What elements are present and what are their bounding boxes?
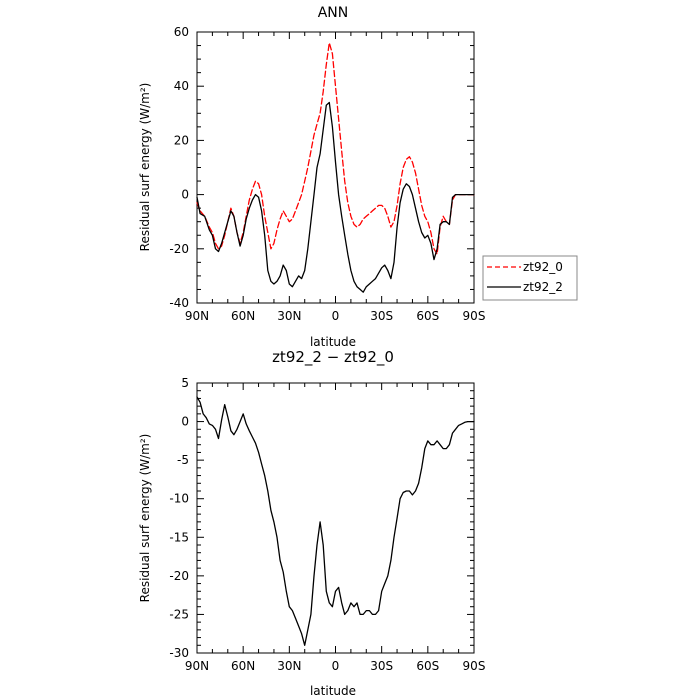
x-tick-label: 60S	[416, 659, 439, 673]
legend-box	[482, 255, 578, 301]
legend-label-zt92-2: zt92_2	[523, 280, 563, 294]
chart-title: zt92_2 − zt92_0	[272, 348, 394, 367]
x-tick-label: 90S	[463, 659, 486, 673]
x-tick-label: 60N	[231, 659, 255, 673]
legend: zt92_0 zt92_2	[482, 255, 578, 301]
y-tick-label: -40	[169, 296, 189, 310]
x-tick-label: 0	[332, 659, 340, 673]
x-tick-label: 90N	[185, 659, 209, 673]
y-tick-label: -15	[169, 530, 189, 544]
y-axis-label: Residual surf energy (W/m²)	[138, 434, 152, 603]
plot-frame	[196, 382, 475, 654]
x-axis-label: latitude	[310, 335, 356, 349]
series-lines	[196, 396, 475, 646]
y-tick-label: 0	[181, 188, 189, 202]
y-axis-label: Residual surf energy (W/m²)	[138, 83, 152, 252]
x-tick-label: 30S	[370, 659, 393, 673]
chart-title: ANN	[318, 5, 349, 21]
x-tick-label: 60S	[416, 309, 439, 323]
series-line	[196, 101, 475, 293]
y-tick-label: -20	[169, 242, 189, 256]
series-line	[196, 396, 475, 646]
y-tick-label: 5	[181, 376, 189, 390]
legend-label-zt92-0: zt92_0	[523, 260, 563, 274]
x-tick-label: 0	[332, 309, 340, 323]
x-tick-label: 90S	[463, 309, 486, 323]
x-tick-label: 30N	[277, 309, 301, 323]
y-tick-label: -30	[169, 646, 189, 660]
x-tick-label: 90N	[185, 309, 209, 323]
series-line	[196, 42, 475, 255]
x-tick-label: 30S	[370, 309, 393, 323]
x-tick-labels: 90N 60N 30N 0 30S 60S 90S	[185, 309, 486, 323]
y-tick-label: -25	[169, 607, 189, 621]
y-tick-label: -5	[177, 453, 189, 467]
x-tick-label: 30N	[277, 659, 301, 673]
y-tick-labels: -30 -25 -20 -15 -10 -5 0 5	[169, 376, 189, 660]
axis-ticks	[196, 31, 475, 304]
y-tick-label: 0	[181, 415, 189, 429]
chart-annual: ANN -40 -20 0 20 40 60 90N 60N 30N 0 30S 60S 90S la…	[138, 5, 485, 349]
y-tick-label: 40	[174, 79, 189, 93]
x-axis-label: latitude	[310, 684, 356, 698]
y-tick-label: 60	[174, 25, 189, 39]
y-tick-labels: -40 -20 0 20 40 60	[169, 25, 189, 310]
y-tick-label: 20	[174, 133, 189, 147]
chart-difference: zt92_2 − zt92_0 -30 -25 -20 -15 -10 -5 0 5 90N 6…	[138, 348, 485, 698]
x-tick-labels: 90N 60N 30N 0 30S 60S 90S	[185, 659, 486, 673]
series-lines	[196, 42, 475, 293]
axis-ticks	[196, 382, 475, 654]
y-tick-label: -10	[169, 492, 189, 506]
y-tick-label: -20	[169, 569, 189, 583]
x-tick-label: 60N	[231, 309, 255, 323]
